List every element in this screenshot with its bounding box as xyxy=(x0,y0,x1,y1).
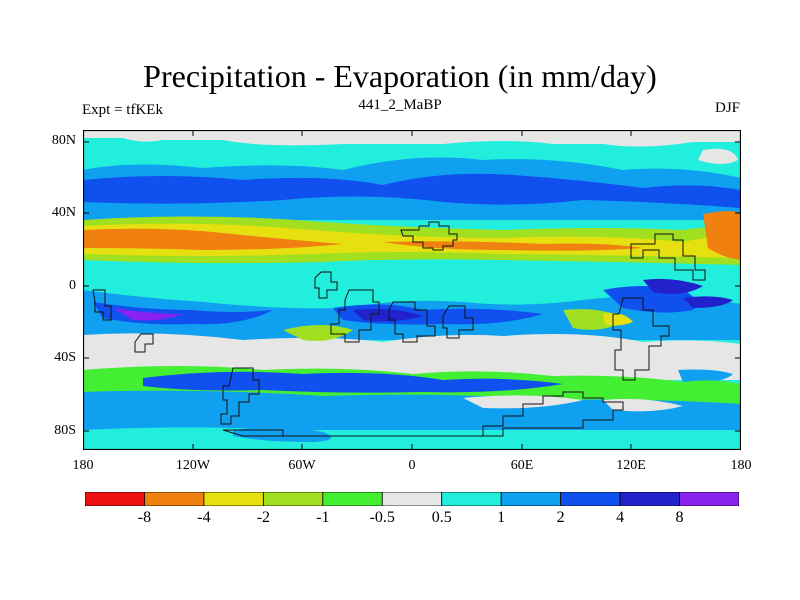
x-tick-label: 180 xyxy=(72,458,94,473)
colorbar-swatch xyxy=(262,492,324,506)
y-tick-label: 40S xyxy=(54,350,76,365)
colorbar-swatch xyxy=(203,492,264,506)
colorbar-label: 2 xyxy=(556,509,565,526)
colorbar xyxy=(85,492,739,506)
x-tick-label: 60E xyxy=(510,458,534,473)
colorbar-swatch xyxy=(85,492,145,506)
x-tick-label: 0 xyxy=(408,458,416,473)
plot-subtitle: 441_2_MaBP xyxy=(358,97,442,113)
experiment-label: Expt = tfKEk xyxy=(82,102,163,118)
colorbar-label: 4 xyxy=(616,509,625,526)
colorbar-label: -1 xyxy=(316,509,330,526)
colorbar-label: -8 xyxy=(137,509,152,526)
x-tick-label: 180 xyxy=(730,458,752,473)
colorbar-swatch xyxy=(619,492,680,506)
x-tick-label: 120W xyxy=(175,458,211,473)
colorbar-label: 8 xyxy=(675,509,684,526)
y-tick-label: 0 xyxy=(69,278,76,293)
coastlines xyxy=(92,221,706,437)
colorbar-swatch xyxy=(381,492,443,506)
precip-evap-map xyxy=(83,130,741,450)
colorbar-label: 1 xyxy=(497,509,506,526)
x-tick-label: 120E xyxy=(616,458,646,473)
colorbar-swatch xyxy=(441,492,502,506)
season-label: DJF xyxy=(714,100,740,116)
y-tick-label: 80N xyxy=(51,133,76,148)
colorbar-label: -4 xyxy=(197,509,211,526)
colorbar-label: -0.5 xyxy=(369,509,395,526)
colorbar-swatch xyxy=(144,492,205,506)
y-tick-label: 40N xyxy=(51,205,76,220)
colorbar-label: -2 xyxy=(256,509,271,526)
colorbar-label: 0.5 xyxy=(431,509,452,526)
colorbar-swatch xyxy=(679,492,739,506)
y-tick-label: 80S xyxy=(54,423,76,438)
plot-title: Precipitation - Evaporation (in mm/day) xyxy=(143,58,657,94)
x-tick-label: 60W xyxy=(288,458,316,473)
colorbar-swatch xyxy=(322,492,383,506)
colorbar-swatch xyxy=(500,492,562,506)
colorbar-swatch xyxy=(560,492,621,506)
